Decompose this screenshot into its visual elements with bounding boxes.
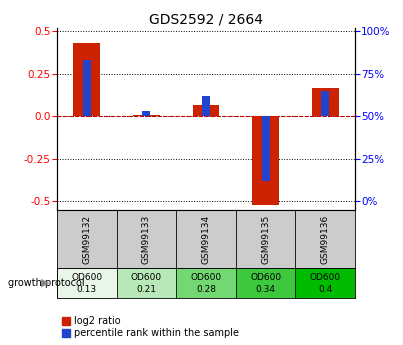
Text: OD600: OD600 bbox=[250, 273, 281, 282]
Text: 0.13: 0.13 bbox=[77, 285, 97, 294]
Text: OD600: OD600 bbox=[131, 273, 162, 282]
Bar bbox=[133, 115, 160, 117]
Bar bbox=[321, 91, 329, 117]
Text: ▶: ▶ bbox=[40, 278, 49, 288]
Bar bbox=[236, 268, 295, 298]
Bar bbox=[312, 88, 339, 117]
Title: GDS2592 / 2664: GDS2592 / 2664 bbox=[149, 13, 263, 27]
Bar bbox=[193, 105, 219, 117]
Text: GSM99135: GSM99135 bbox=[261, 214, 270, 264]
Bar bbox=[116, 268, 176, 298]
Text: 0.28: 0.28 bbox=[196, 285, 216, 294]
Bar bbox=[176, 268, 236, 298]
Text: GSM99132: GSM99132 bbox=[82, 215, 91, 264]
Bar bbox=[57, 268, 116, 298]
Bar bbox=[252, 117, 279, 205]
Legend: log2 ratio, percentile rank within the sample: log2 ratio, percentile rank within the s… bbox=[62, 316, 239, 338]
Text: growth protocol: growth protocol bbox=[8, 278, 85, 288]
Bar bbox=[202, 96, 210, 117]
Bar bbox=[295, 268, 355, 298]
Text: GSM99136: GSM99136 bbox=[321, 214, 330, 264]
Bar bbox=[83, 60, 91, 117]
Bar bbox=[73, 43, 100, 117]
Bar bbox=[262, 117, 270, 181]
Text: OD600: OD600 bbox=[191, 273, 222, 282]
Bar bbox=[142, 111, 150, 117]
Text: OD600: OD600 bbox=[310, 273, 341, 282]
Text: OD600: OD600 bbox=[71, 273, 102, 282]
Text: GSM99133: GSM99133 bbox=[142, 214, 151, 264]
Text: 0.34: 0.34 bbox=[256, 285, 276, 294]
Text: 0.4: 0.4 bbox=[318, 285, 332, 294]
Text: GSM99134: GSM99134 bbox=[202, 215, 210, 264]
Text: 0.21: 0.21 bbox=[136, 285, 156, 294]
